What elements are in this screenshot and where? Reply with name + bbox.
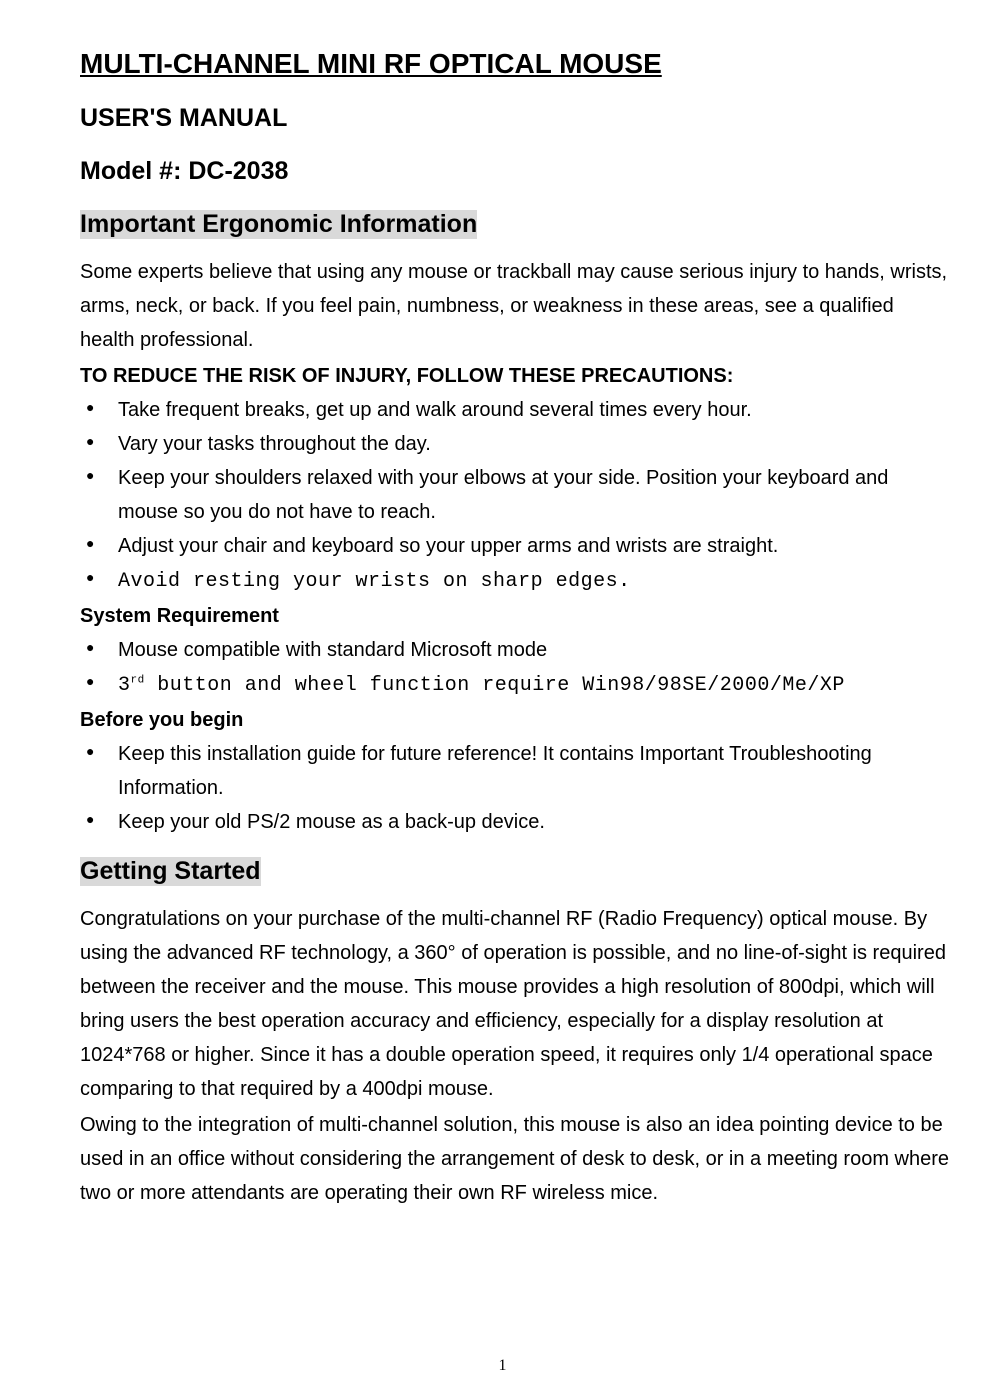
- list-item: Keep your shoulders relaxed with your el…: [80, 461, 950, 529]
- document-title: MULTI-CHANNEL MINI RF OPTICAL MOUSE: [80, 48, 950, 80]
- before-begin-heading: Before you begin: [80, 703, 950, 737]
- system-requirement-heading: System Requirement: [80, 599, 950, 633]
- list-item-text: Avoid resting your wrists on sharp edges…: [118, 570, 631, 593]
- list-item-text: 3rd button and wheel function require Wi…: [118, 674, 845, 697]
- list-item: Keep your old PS/2 mouse as a back-up de…: [80, 805, 950, 839]
- list-item: Keep this installation guide for future …: [80, 737, 950, 805]
- list-item: Take frequent breaks, get up and walk ar…: [80, 393, 950, 427]
- list-item: Adjust your chair and keyboard so your u…: [80, 529, 950, 563]
- before-begin-list: Keep this installation guide for future …: [80, 737, 950, 839]
- model-number: Model #: DC-2038: [80, 157, 950, 186]
- list-item: 3rd button and wheel function require Wi…: [80, 667, 950, 703]
- list-item: Mouse compatible with standard Microsoft…: [80, 633, 950, 667]
- page-number: 1: [0, 1357, 1005, 1375]
- precautions-heading: TO REDUCE THE RISK OF INJURY, FOLLOW THE…: [80, 359, 950, 393]
- getting-started-para1: Congratulations on your purchase of the …: [80, 902, 950, 1106]
- document-subtitle: USER'S MANUAL: [80, 104, 950, 133]
- ergonomic-heading: Important Ergonomic Information: [80, 210, 477, 239]
- getting-started-heading: Getting Started: [80, 857, 261, 886]
- list-item: Vary your tasks throughout the day.: [80, 427, 950, 461]
- getting-started-para2: Owing to the integration of multi-channe…: [80, 1108, 950, 1210]
- list-item: Avoid resting your wrists on sharp edges…: [80, 563, 950, 599]
- ergonomic-intro: Some experts believe that using any mous…: [80, 255, 950, 357]
- system-requirement-list: Mouse compatible with standard Microsoft…: [80, 633, 950, 703]
- precautions-list: Take frequent breaks, get up and walk ar…: [80, 393, 950, 599]
